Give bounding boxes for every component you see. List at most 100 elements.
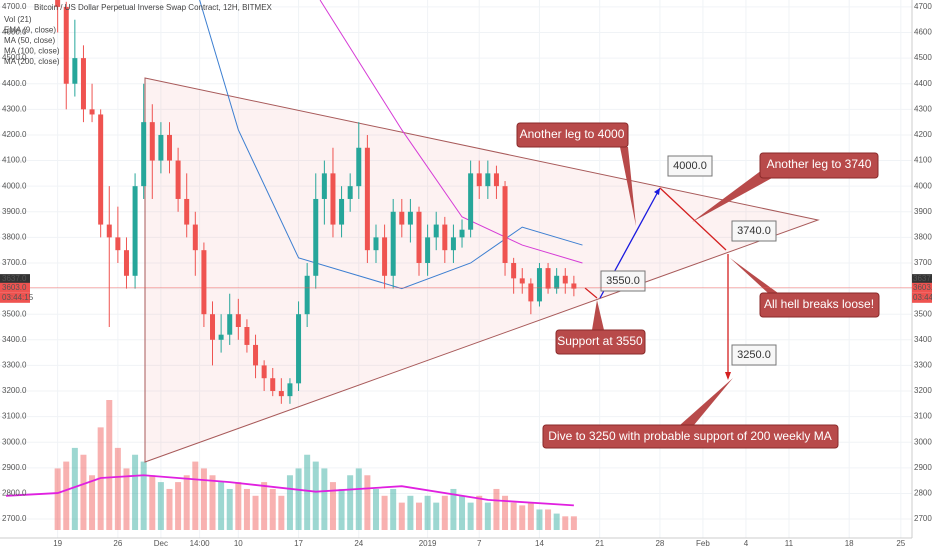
x-tick-label: 19 bbox=[53, 539, 62, 548]
candle-body bbox=[313, 198, 319, 276]
x-tick-label: 10 bbox=[234, 539, 243, 548]
note: All hell breaks loose! bbox=[764, 297, 874, 311]
y-tick-label: 4600.0 bbox=[914, 28, 932, 37]
countdown-tag bbox=[0, 292, 30, 303]
label: 3550.0 bbox=[606, 275, 640, 287]
candle-body bbox=[399, 211, 405, 225]
price-label: 3740.0 bbox=[731, 220, 777, 242]
x-tick-label: 25 bbox=[896, 539, 905, 548]
volume-bar bbox=[114, 447, 121, 530]
y-tick-label: 2800.0 bbox=[2, 489, 27, 498]
y-tick-label: 4200.0 bbox=[914, 130, 932, 139]
volume-bar bbox=[140, 461, 147, 530]
volume-bar bbox=[484, 502, 491, 530]
price-tag bbox=[0, 274, 30, 285]
candle-body bbox=[63, 6, 69, 84]
volume-bar bbox=[355, 468, 362, 530]
label: 3250.0 bbox=[737, 349, 771, 361]
volume-bar bbox=[493, 488, 500, 530]
volume-bar bbox=[243, 488, 250, 530]
y-tick-label: 4700.0 bbox=[2, 2, 27, 11]
y-tick-label: 3800.0 bbox=[2, 232, 27, 241]
y-tick-label: 3300.0 bbox=[2, 361, 27, 370]
volume-bar bbox=[209, 475, 216, 530]
volume-bar bbox=[269, 488, 276, 530]
volume-bar bbox=[278, 495, 285, 530]
x-tick-label: Feb bbox=[696, 539, 710, 548]
candle-body bbox=[562, 275, 568, 284]
callout: Support at 3550 bbox=[555, 300, 646, 355]
volume-ma bbox=[5, 474, 574, 507]
volume-bar bbox=[252, 495, 259, 530]
candle-body bbox=[536, 268, 542, 302]
x-tick-label: 28 bbox=[655, 539, 664, 548]
y-tick-label: 4100.0 bbox=[914, 156, 932, 165]
candle-body bbox=[364, 147, 370, 251]
candle-body bbox=[416, 211, 422, 263]
candle-body bbox=[132, 186, 138, 276]
volume-bar bbox=[450, 488, 457, 530]
candle-body bbox=[347, 186, 353, 199]
volume-bar bbox=[390, 488, 397, 530]
y-tick-label: 3100.0 bbox=[2, 412, 27, 421]
arrow-head bbox=[654, 188, 660, 195]
callout: All hell breaks loose! bbox=[730, 258, 880, 318]
candle-body bbox=[407, 211, 413, 225]
y-tick-label: 4200.0 bbox=[2, 130, 27, 139]
price-label: 3250.0 bbox=[731, 344, 777, 366]
candle-body bbox=[115, 237, 121, 251]
note: Dive to 3250 with probable support of 20… bbox=[548, 429, 832, 443]
price-tag-label: 3603.0 bbox=[2, 283, 27, 292]
candle-body bbox=[356, 147, 362, 187]
volume-bar bbox=[175, 482, 182, 530]
candle-body bbox=[485, 173, 491, 187]
volume-bar bbox=[467, 502, 474, 530]
label: 3740.0 bbox=[737, 225, 771, 237]
indicator: MA (200, close) bbox=[4, 57, 60, 66]
candle-body bbox=[450, 237, 456, 251]
candle-body bbox=[210, 314, 216, 340]
x-tick-label: 17 bbox=[294, 539, 303, 548]
volume-bar bbox=[80, 454, 87, 530]
y-tick-label: 4700.0 bbox=[914, 2, 932, 11]
callout: Another leg to 3740 bbox=[692, 152, 879, 222]
volume-bar bbox=[519, 505, 526, 530]
x-tick-label: 21 bbox=[595, 539, 604, 548]
volume-bar bbox=[459, 495, 466, 530]
candle-body bbox=[166, 134, 172, 161]
y-tick-label: 4100.0 bbox=[2, 156, 27, 165]
volume-bar bbox=[200, 468, 207, 530]
grid bbox=[0, 0, 912, 538]
candle-body bbox=[330, 173, 336, 225]
candle-body bbox=[321, 173, 327, 199]
candle-body bbox=[218, 334, 224, 340]
y-tick-label: 2900.0 bbox=[914, 463, 932, 472]
volume-bar bbox=[502, 495, 509, 530]
x-tick-label: 18 bbox=[845, 539, 854, 548]
volume-bar bbox=[183, 475, 190, 530]
price-tag bbox=[912, 274, 932, 285]
volume-bar bbox=[372, 488, 379, 530]
candle-body bbox=[141, 122, 147, 187]
volume-bar bbox=[570, 516, 577, 530]
volume-bar bbox=[364, 475, 371, 530]
volume-bar bbox=[218, 482, 225, 530]
candle-body bbox=[502, 186, 508, 263]
y-tick-label: 4500.0 bbox=[914, 53, 932, 62]
y-tick-label: 3900.0 bbox=[2, 207, 27, 216]
price-tag-label: 3603.0 bbox=[913, 283, 932, 292]
price-label: 4000.0 bbox=[667, 155, 713, 177]
volume-bar bbox=[304, 454, 311, 530]
candle-body bbox=[98, 114, 104, 225]
y-tick-label: 3400.0 bbox=[914, 335, 932, 344]
callout: Dive to 3250 with probable support of 20… bbox=[542, 378, 839, 449]
volume-bar bbox=[321, 468, 328, 530]
y-tick-label: 3000.0 bbox=[914, 437, 932, 446]
y-tick-label: 3200.0 bbox=[2, 386, 27, 395]
volume-bar bbox=[235, 482, 242, 530]
note: Support at 3550 bbox=[557, 334, 643, 348]
candle-body bbox=[278, 391, 284, 397]
indicator: Vol (21) bbox=[4, 15, 32, 24]
candle-body bbox=[493, 173, 499, 187]
x-tick-label: 14 bbox=[535, 539, 544, 548]
